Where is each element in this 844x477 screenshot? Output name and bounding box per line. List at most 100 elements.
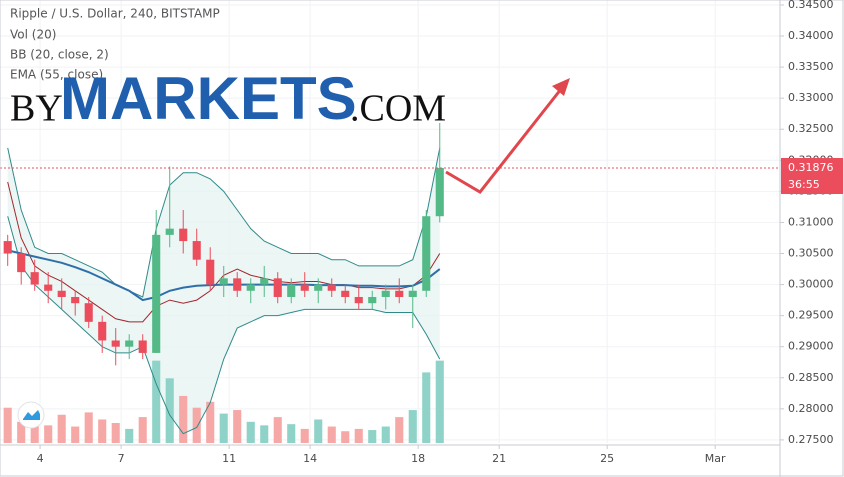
volume-bar <box>300 428 309 443</box>
y-tick-label: 0.28500 <box>788 371 834 384</box>
y-tick-label: 0.34500 <box>788 0 834 11</box>
volume-bar <box>179 395 188 443</box>
volume-bar <box>165 378 174 443</box>
candle-body <box>44 284 53 291</box>
y-tick-label: 0.34000 <box>788 29 834 42</box>
volume-bar <box>57 414 66 443</box>
candle-body <box>368 296 377 304</box>
y-tick-label: 0.28000 <box>788 402 834 415</box>
arrow-head <box>552 78 570 96</box>
indicator-label: EMA (55, close) <box>10 68 103 82</box>
volume-bar <box>71 426 80 443</box>
chart-title: Ripple / U.S. Dollar, 240, BITSTAMP <box>10 7 220 21</box>
arrow-line <box>445 83 567 194</box>
candle-body <box>273 278 282 297</box>
volume-bar <box>381 426 390 443</box>
volume-bar <box>395 417 404 443</box>
volume-bar <box>44 425 53 443</box>
x-tick-label: Mar <box>705 452 726 465</box>
candle-body <box>165 228 174 235</box>
volume-bar <box>219 413 228 443</box>
y-tick-label: 0.31000 <box>788 215 834 228</box>
volume-bar <box>3 407 12 443</box>
arrow-annotation <box>445 78 570 194</box>
volume-bar <box>30 417 39 443</box>
candle-body <box>354 296 363 304</box>
volume-bar <box>354 428 363 443</box>
y-tick-label: 0.33000 <box>788 91 834 104</box>
candle-body <box>98 321 107 341</box>
candle-body <box>327 284 336 291</box>
x-tick-label: 21 <box>492 452 506 465</box>
candle-body <box>422 216 431 291</box>
grid <box>0 0 780 443</box>
volume-bar <box>260 425 269 443</box>
volume-bar <box>111 423 120 443</box>
candle-body <box>111 340 120 347</box>
volume-bar <box>125 428 134 443</box>
volume-bar <box>287 424 296 443</box>
last-price-label: 0.31876 <box>788 161 834 174</box>
candle-body <box>314 284 323 291</box>
x-tick-label: 18 <box>411 452 425 465</box>
volume-bar <box>422 372 431 443</box>
volume-bar <box>435 360 444 443</box>
candle-body <box>206 259 215 285</box>
volume-bar <box>152 360 161 443</box>
volume-bar <box>84 412 93 443</box>
x-tick-label: 11 <box>222 452 236 465</box>
y-tick-label: 0.30500 <box>788 246 834 259</box>
volume-bar <box>273 417 282 443</box>
y-tick-label: 0.27500 <box>788 433 834 446</box>
tradingview-logo <box>17 401 45 429</box>
volume-bar <box>341 431 350 443</box>
brand-name: MARKETS <box>60 65 357 132</box>
candle-body <box>246 284 255 291</box>
x-tick-label: 4 <box>37 452 44 465</box>
candle-body <box>233 278 242 291</box>
candle-body <box>3 241 12 254</box>
y-tick-label: 0.32500 <box>788 122 834 135</box>
candle-body <box>341 290 350 297</box>
candle-body <box>300 284 309 291</box>
candle-body <box>138 340 147 353</box>
y-tick-label: 0.30000 <box>788 278 834 291</box>
y-tick-label: 0.29500 <box>788 309 834 322</box>
bb-upper-line <box>7 147 441 298</box>
volume-bar <box>233 410 242 443</box>
candle-body <box>179 228 188 242</box>
candle-body <box>152 234 161 353</box>
countdown-label: 36:55 <box>788 178 820 191</box>
volume-bar <box>246 421 255 443</box>
x-tick-label: 25 <box>600 452 614 465</box>
candle-body <box>125 340 134 347</box>
volume-bar <box>368 430 377 443</box>
last-price-box <box>781 158 843 195</box>
candle-body <box>219 278 228 285</box>
logo-mark <box>23 410 40 420</box>
y-tick-label: 0.33500 <box>788 60 834 73</box>
candle-body <box>395 290 404 297</box>
bb-lower-line <box>7 216 441 435</box>
indicator-label: Vol (20) <box>10 28 56 42</box>
y-tick-label: 0.29000 <box>788 340 834 353</box>
candle-body <box>71 296 80 304</box>
candle-body <box>84 303 93 322</box>
candle-body <box>17 253 26 273</box>
volume-bar <box>192 407 201 443</box>
x-tick-label: 7 <box>118 452 125 465</box>
x-tick-label: 14 <box>303 452 317 465</box>
candle-body <box>435 168 444 217</box>
candle-body <box>408 290 417 297</box>
candle-body <box>287 284 296 297</box>
candle-body <box>192 241 201 260</box>
brand-prefix: BY <box>10 88 63 130</box>
candle-body <box>30 272 39 285</box>
candle-body <box>381 290 390 297</box>
axes: 0.27500 0.28000 0.28500 0.29000 0.29500 0.300… <box>37 0 843 465</box>
volume-bar <box>17 421 26 443</box>
volume-bar <box>327 426 336 443</box>
